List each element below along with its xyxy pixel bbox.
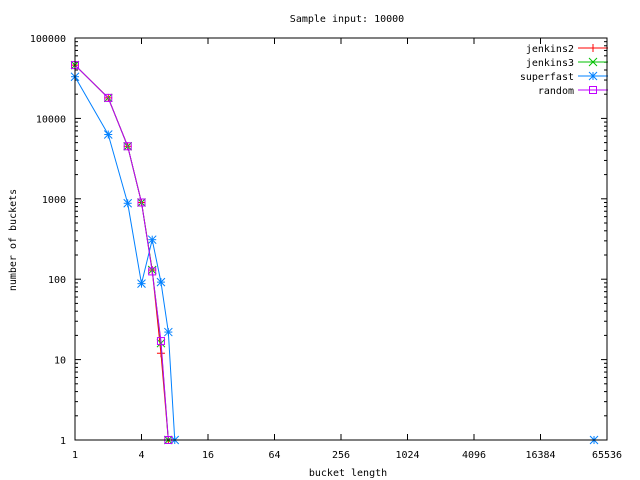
data-point-d2 — [137, 279, 146, 289]
data-point-d2 — [163, 327, 173, 337]
y-tick-label: 1 — [60, 436, 66, 447]
x-tick-label: 64 — [268, 450, 280, 461]
legend-item-jenkins2: jenkins2 — [526, 44, 608, 55]
x-tick: 1024 — [395, 38, 420, 461]
data-point-d2 — [147, 235, 157, 245]
axis-ticks: 1 4 16 64 256 1024 4096 16384 65536 1 10 100 1000 100… — [30, 34, 622, 461]
legend-label: jenkins2 — [526, 44, 574, 55]
legend-label: superfast — [520, 72, 574, 83]
x-tick-label: 256 — [332, 450, 350, 461]
x-tick-label: 16 — [202, 450, 214, 461]
series-line — [74, 64, 169, 441]
y-tick-label: 10000 — [36, 114, 66, 125]
data-point-d2 — [156, 277, 166, 287]
series-jenkins2 — [71, 61, 173, 444]
data-point-square — [104, 93, 113, 102]
data-point — [156, 277, 166, 287]
y-tick-label: 100000 — [30, 34, 66, 45]
y-tick-label: 100 — [48, 275, 66, 286]
chart-title: Sample input: 10000 — [290, 14, 404, 25]
legend-item-jenkins3: jenkins3 — [526, 57, 608, 69]
y-tick: 1000 — [42, 121, 607, 206]
y-tick: 1 — [60, 362, 607, 447]
data-point — [123, 198, 133, 208]
x-axis-label: bucket length — [309, 468, 387, 479]
y-tick-label: 1000 — [42, 195, 66, 206]
data-point — [156, 349, 165, 358]
data-point — [137, 198, 146, 207]
y-tick: 100 — [48, 201, 607, 286]
data-point — [148, 267, 157, 276]
x-tick-label: 16384 — [525, 450, 555, 461]
legend-swatch-marker — [588, 57, 598, 67]
data-point — [103, 130, 113, 139]
data-point-d2 — [588, 71, 598, 81]
y-tick-label: 10 — [54, 356, 66, 367]
data-point — [123, 142, 132, 151]
x-tick-label: 4096 — [462, 450, 486, 461]
legend-item-superfast: superfast — [520, 71, 608, 83]
y-axis-label: number of buckets — [8, 189, 19, 291]
y-tick: 10 — [54, 282, 607, 367]
data-point-square — [123, 142, 132, 151]
x-tick-label: 1024 — [395, 450, 419, 461]
y-tick: 100000 — [30, 34, 607, 45]
x-tick: 4096 — [462, 38, 486, 461]
data-point-d2 — [588, 57, 598, 67]
x-tick-label: 1 — [72, 450, 78, 461]
data-point — [163, 327, 173, 337]
y-tick: 10000 — [36, 41, 607, 125]
x-tick: 16384 — [525, 38, 556, 461]
series-line — [74, 64, 169, 441]
series-random — [71, 61, 173, 444]
x-tick-label: 4 — [138, 450, 144, 461]
series-line — [74, 64, 169, 441]
data-point — [104, 93, 113, 102]
legend: jenkins2 jenkins3 superfast random — [520, 44, 608, 97]
data-point-d2 — [123, 198, 133, 208]
data-point — [147, 235, 157, 245]
plot-frame — [74, 37, 608, 441]
data-point-square — [156, 337, 165, 346]
series-line — [74, 76, 176, 441]
data-point — [137, 279, 146, 289]
legend-item-random: random — [538, 86, 608, 97]
x-tick-label: 65536 — [592, 450, 622, 461]
data-point-square — [589, 86, 597, 94]
legend-label: random — [538, 86, 574, 97]
legend-swatch-marker — [589, 86, 597, 94]
x-tick: 4 — [138, 38, 145, 461]
x-tick: 256 — [332, 38, 350, 461]
legend-label: jenkins3 — [526, 58, 574, 69]
x-tick: 64 — [268, 38, 281, 461]
data-point-d2 — [103, 130, 113, 139]
legend-swatch-marker — [589, 44, 597, 52]
data-point — [156, 337, 165, 346]
data-point-square — [137, 198, 146, 207]
legend-swatch-marker — [588, 71, 598, 81]
x-tick: 16 — [202, 38, 214, 461]
series-jenkins3 — [70, 60, 173, 445]
series-layer — [70, 60, 599, 445]
data-point-square — [148, 267, 157, 276]
